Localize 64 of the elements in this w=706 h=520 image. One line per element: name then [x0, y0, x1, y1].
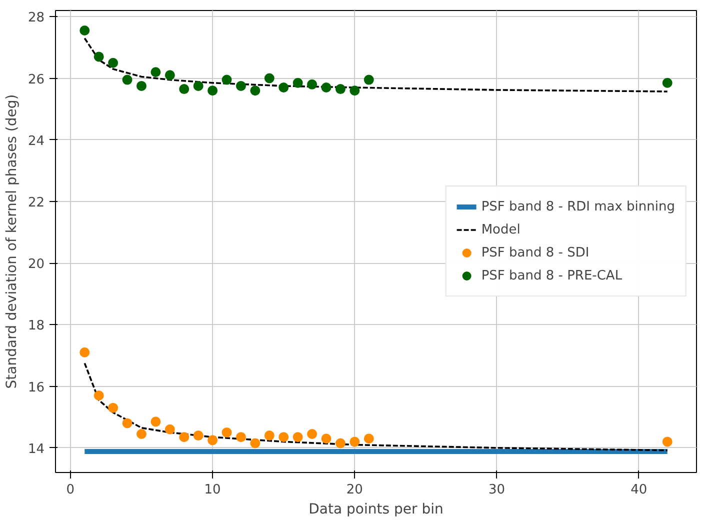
point: [150, 67, 161, 78]
point: [208, 86, 218, 96]
point: [108, 58, 118, 68]
point: [164, 70, 175, 80]
point: [94, 52, 104, 62]
x-axis-title: Data points per bin: [308, 502, 444, 518]
point: [236, 80, 246, 91]
point: [335, 84, 346, 94]
x-tick-label: 30: [488, 482, 506, 498]
point: [307, 79, 318, 90]
point: [350, 436, 360, 447]
point: [236, 432, 246, 442]
point: [350, 86, 360, 96]
point: [250, 86, 260, 96]
legend-label: Model: [481, 222, 520, 237]
y-tick-label: 20: [28, 257, 45, 272]
point: [179, 84, 190, 94]
x-tick-label: 40: [630, 482, 648, 498]
x-tick-label: 20: [346, 482, 363, 498]
y-tick-label: 14: [28, 442, 45, 457]
point: [164, 424, 175, 434]
y-tick-label: 28: [28, 10, 45, 26]
point: [122, 74, 132, 85]
point: [662, 78, 672, 88]
point: [193, 80, 204, 91]
point: [364, 434, 374, 444]
point: [94, 390, 104, 400]
y-tick-label: 24: [28, 134, 45, 149]
y-axis-title: Standard deviation of kernel phases (deg): [4, 94, 20, 389]
point: [80, 26, 90, 36]
y-tick-label: 16: [28, 380, 45, 396]
point: [222, 427, 232, 438]
point: [80, 347, 90, 358]
line-series: [84, 362, 668, 452]
y-tick-label: 18: [28, 318, 45, 334]
point: [264, 73, 274, 84]
legend-label: PSF band 8 - RDI max binning: [481, 199, 675, 214]
point: [150, 416, 161, 427]
point: [321, 434, 332, 444]
legend-label: PSF band 8 - SDI: [481, 245, 590, 260]
point: [292, 78, 303, 88]
point: [278, 82, 289, 92]
point: [108, 402, 118, 413]
point: [278, 432, 289, 442]
y-tick-label: 22: [28, 195, 45, 210]
point: [136, 429, 146, 439]
legend-label: PSF band 8 - PRE-CAL: [481, 268, 622, 283]
point: [364, 74, 374, 85]
point: [179, 432, 190, 442]
point: [250, 438, 260, 448]
point: [208, 435, 218, 446]
point: [321, 82, 332, 92]
point: [136, 80, 146, 91]
point: [292, 432, 303, 442]
x-tick-label: 10: [204, 482, 221, 498]
point: [222, 74, 232, 85]
point: [335, 438, 346, 448]
point: [307, 429, 318, 439]
y-tick-label: 26: [28, 72, 45, 88]
point: [264, 430, 274, 441]
point: [193, 430, 204, 441]
x-tick-label: 0: [66, 482, 75, 498]
point: [122, 418, 132, 428]
point: [662, 436, 672, 447]
